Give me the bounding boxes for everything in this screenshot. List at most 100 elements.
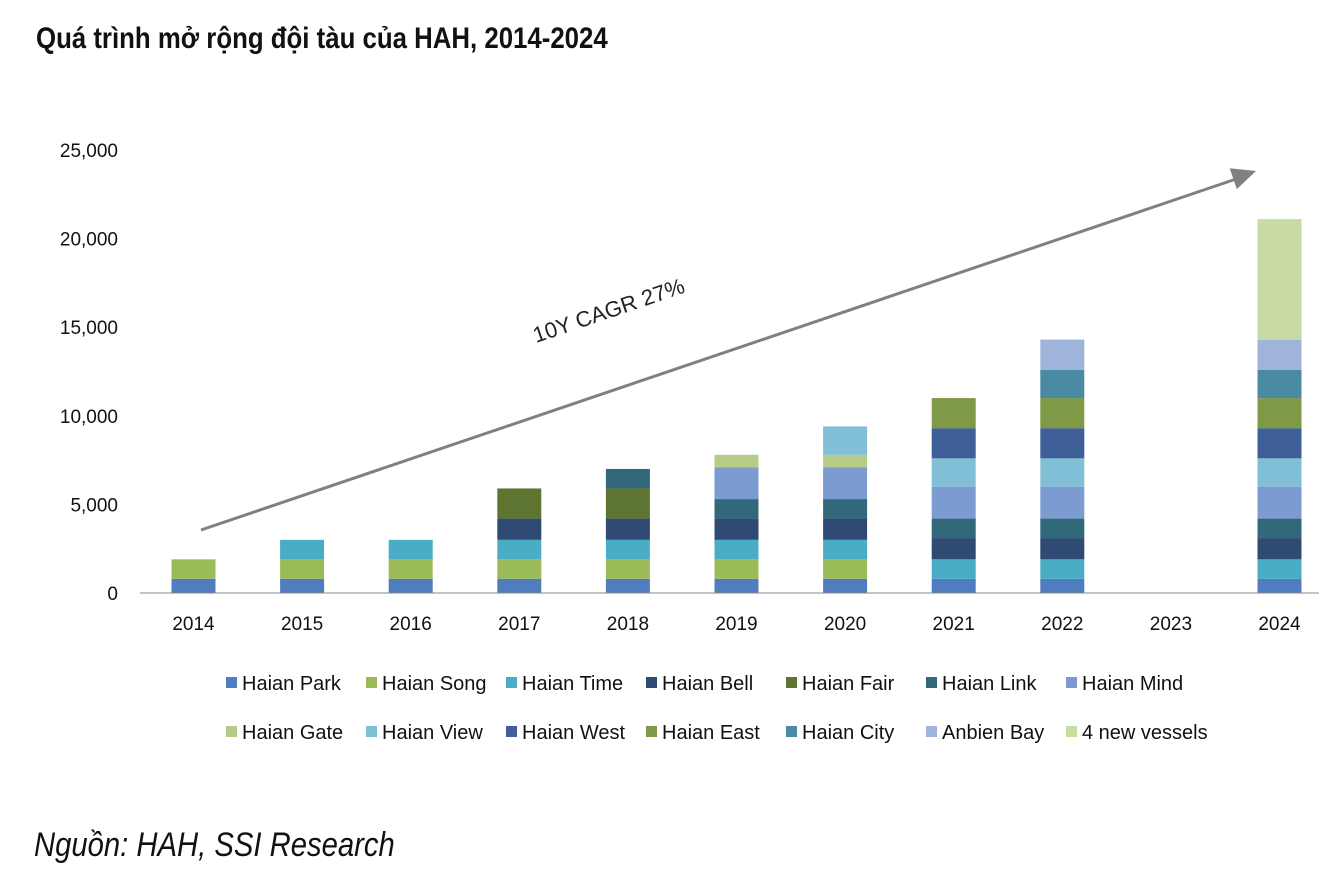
legend-item: Haian Mind [1066, 673, 1183, 695]
legend-item: Anbien Bay [926, 722, 1044, 744]
bar-segment [497, 488, 542, 519]
bar-segment [1040, 486, 1085, 519]
x-tick-label: 2020 [824, 614, 866, 635]
legend-swatch [506, 677, 517, 688]
legend-item: Haian East [646, 722, 760, 744]
legend-label: Haian View [382, 722, 483, 744]
bar-segment [280, 578, 325, 593]
x-tick-label: 2018 [607, 614, 649, 635]
x-tick-label: 2023 [1150, 614, 1192, 635]
source-note: Nguồn: HAH, SSI Research [34, 826, 395, 864]
legend-swatch [786, 677, 797, 688]
legend-label: Haian Mind [1082, 673, 1183, 695]
legend-swatch [506, 726, 517, 737]
legend-label: Haian Time [522, 673, 623, 695]
bar-segment [1040, 398, 1085, 429]
bar-segment [605, 468, 650, 489]
bar-segment [1040, 458, 1085, 487]
bar-segment [1040, 428, 1085, 459]
bar-segment [1257, 339, 1302, 370]
bar-segment [823, 454, 868, 468]
x-tick-label: 2021 [933, 614, 975, 635]
bar-segment [605, 539, 650, 560]
legend-label: Haian Link [942, 673, 1038, 695]
bar-segment [605, 578, 650, 593]
bar-segment [931, 428, 976, 459]
bar-segment [1040, 339, 1085, 370]
bar-segment [714, 454, 759, 468]
bar-segment [1257, 458, 1302, 487]
bar-segment [931, 578, 976, 593]
legend-item: Haian Bell [646, 673, 753, 695]
bar-segment [497, 518, 542, 540]
bar-segment [1257, 369, 1302, 399]
legend-item: Haian Park [226, 673, 342, 695]
bar-segment [1040, 578, 1085, 593]
legend-item: Haian Link [926, 673, 1038, 695]
bar-segment [388, 539, 433, 560]
legend-item: Haian West [506, 722, 625, 744]
x-tick-label: 2015 [281, 614, 323, 635]
legend-label: Haian Park [242, 673, 342, 695]
bar-segment [388, 578, 433, 593]
bar-segment [823, 467, 868, 500]
chart-title: Quá trình mở rộng đội tàu của HAH, 2014-… [36, 22, 608, 55]
legend-label: Haian Bell [662, 673, 753, 695]
bar-segment [931, 458, 976, 487]
bar-segment [1257, 486, 1302, 519]
bar-segment [714, 559, 759, 579]
x-tick-label: 2017 [498, 614, 540, 635]
y-tick-label: 0 [107, 584, 118, 605]
legend-swatch [366, 726, 377, 737]
y-axis: 0 5,000 10,000 15,000 20,000 25,000 [60, 141, 118, 605]
bar-segment [823, 559, 868, 579]
legend: Haian Park Haian Song Haian Time Haian Bell… [226, 673, 1208, 744]
legend-item: Haian City [786, 722, 894, 744]
bar-segment [1257, 219, 1302, 340]
bar-segment [714, 518, 759, 540]
bar-segment [823, 578, 868, 593]
y-tick-label: 10,000 [60, 407, 118, 428]
bar-segment [1257, 538, 1302, 560]
legend-item: Haian Fair [786, 673, 895, 695]
legend-swatch [926, 677, 937, 688]
bar-segment [497, 559, 542, 579]
bar-segment [823, 518, 868, 540]
legend-item: Haian Gate [226, 722, 343, 744]
legend-swatch [366, 677, 377, 688]
legend-label: Haian City [802, 722, 894, 744]
bar-segment [931, 518, 976, 539]
legend-swatch [1066, 677, 1077, 688]
bar-segment [605, 488, 650, 519]
y-tick-label: 20,000 [60, 230, 118, 251]
cagr-annotation: 10Y CAGR 27% [530, 273, 688, 348]
legend-swatch [1066, 726, 1077, 737]
x-axis: 2014 2015 2016 2017 2018 2019 2020 2021 2022 2023… [140, 592, 1319, 635]
bar-segment [171, 559, 216, 579]
legend-swatch [786, 726, 797, 737]
bar-segment [497, 578, 542, 593]
legend-swatch [226, 677, 237, 688]
bar-segment [171, 578, 216, 593]
bar-segment [497, 539, 542, 560]
bar-segment [823, 426, 868, 455]
x-tick-label: 2014 [172, 614, 215, 635]
legend-swatch [646, 677, 657, 688]
legend-item: Haian Song [366, 673, 487, 695]
legend-swatch [926, 726, 937, 737]
bar-segment [605, 559, 650, 579]
y-tick-label: 25,000 [60, 141, 118, 162]
bar-segment [714, 499, 759, 519]
legend-item: 4 new vessels [1066, 722, 1208, 744]
y-tick-label: 15,000 [60, 318, 118, 339]
cagr-arrow-head [1229, 168, 1256, 190]
legend-label: 4 new vessels [1082, 722, 1208, 744]
legend-label: Haian West [522, 722, 625, 744]
legend-swatch [226, 726, 237, 737]
x-tick-label: 2022 [1041, 614, 1083, 635]
legend-label: Haian East [662, 722, 760, 744]
legend-label: Haian Song [382, 673, 487, 695]
bar-segment [823, 499, 868, 519]
bar-segment [1040, 538, 1085, 560]
